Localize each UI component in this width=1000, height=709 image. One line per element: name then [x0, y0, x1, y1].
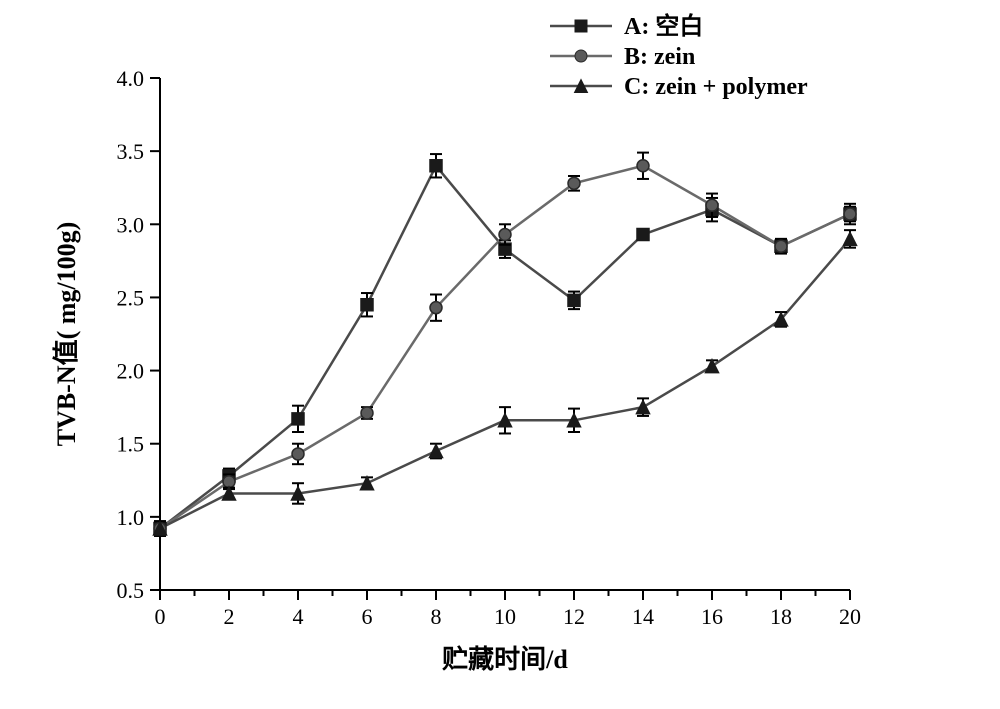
y-tick-label: 1.0: [117, 505, 145, 530]
marker-B: [499, 229, 511, 241]
x-tick-label: 8: [431, 604, 442, 629]
x-tick-label: 18: [770, 604, 792, 629]
marker-B: [568, 177, 580, 189]
legend-marker-A: [575, 20, 587, 32]
chart-svg: 0 2 4 6 8 10 12 14 16 18 20 0.5 1.0 1.5 2.0 2.5 3.0 3.5 4.…: [0, 0, 1000, 709]
x-tick-label: 2: [224, 604, 235, 629]
x-tick-label: 0: [155, 604, 166, 629]
legend-label-B: B: zein: [624, 44, 695, 70]
marker-A: [361, 299, 373, 311]
legend-label-C: C: zein + polymer: [624, 74, 808, 100]
tvbn-line-chart: 0 2 4 6 8 10 12 14 16 18 20 0.5 1.0 1.5 2.0 2.5 3.0 3.5 4.…: [0, 0, 1000, 709]
legend-marker-B: [575, 50, 587, 62]
marker-B: [637, 160, 649, 172]
y-axis-title: TVB-N值( mg/100g): [52, 222, 81, 447]
marker-A: [292, 413, 304, 425]
marker-B: [706, 199, 718, 211]
marker-A: [568, 294, 580, 306]
y-tick-label: 3.5: [117, 139, 145, 164]
x-tick-label: 12: [563, 604, 585, 629]
chart-bg: [0, 0, 1000, 709]
x-tick-label: 14: [632, 604, 654, 629]
y-tick-label: 2.0: [117, 359, 145, 384]
marker-A: [430, 160, 442, 172]
legend-label-A: A: 空白: [624, 12, 703, 40]
marker-B: [292, 448, 304, 460]
marker-B: [430, 302, 442, 314]
y-tick-label: 0.5: [117, 578, 145, 603]
x-tick-label: 20: [839, 604, 861, 629]
y-tick-label: 1.5: [117, 432, 145, 457]
marker-B: [844, 208, 856, 220]
y-tick-label: 2.5: [117, 285, 145, 310]
x-tick-label: 16: [701, 604, 723, 629]
x-tick-label: 6: [362, 604, 373, 629]
x-tick-label: 4: [293, 604, 304, 629]
x-tick-label: 10: [494, 604, 516, 629]
marker-A: [637, 229, 649, 241]
y-tick-label: 4.0: [117, 66, 145, 91]
marker-B: [775, 240, 787, 252]
x-axis-title: 贮藏时间/d: [442, 645, 568, 674]
marker-B: [361, 407, 373, 419]
y-tick-label: 3.0: [117, 212, 145, 237]
